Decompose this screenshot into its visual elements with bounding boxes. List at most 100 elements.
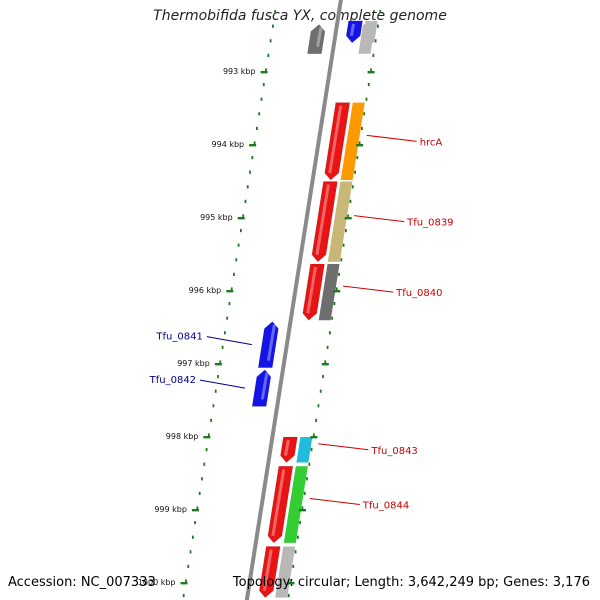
major-tick [333,290,341,293]
scale-label: 998 kbp [166,432,199,441]
gene-highlight [315,184,330,256]
minor-tick [258,112,261,116]
major-tick [298,509,306,512]
minor-tick [223,331,226,335]
minor-tick [239,229,242,233]
minor-tick [328,331,331,335]
minor-tick [351,185,354,189]
scale-label: 996 kbp [189,286,222,295]
minor-tick [338,272,340,276]
gene-annotation-block [327,181,353,262]
gene-highlight [349,23,356,37]
minor-tick [319,389,322,393]
minor-tick [196,506,199,510]
minor-tick [265,68,267,72]
map-title: Thermobifida fusca YX, complete genome [153,8,447,24]
minor-tick [377,24,379,28]
gene-label: Tfu_0842 [149,375,196,386]
label-leader [366,134,417,142]
minor-tick [262,83,265,87]
minor-tick [347,214,350,218]
minor-tick [292,564,295,568]
minor-tick [356,156,359,160]
gene-features [251,20,378,599]
minor-tick [212,404,215,408]
scale-label: 994 kbp [212,140,245,149]
minor-tick [306,477,308,481]
gene-highlight [306,266,317,314]
label-leader [309,498,360,506]
minor-tick [235,258,238,262]
gene-annotation-block [283,466,308,543]
gene-highlight [266,324,276,361]
gene-highlight [284,439,290,456]
gene-label: Tfu_0844 [362,501,409,512]
minor-tick [315,418,318,422]
minor-tick [237,243,240,247]
major-tick [214,363,222,366]
label-leader [318,443,369,451]
gene-label: hrcA [420,137,443,148]
minor-tick [185,579,187,583]
gene-highlight [316,27,323,48]
major-tick [260,71,268,74]
minor-tick [242,214,245,218]
minor-tick [322,375,324,379]
minor-tick [207,433,210,437]
minor-tick [379,10,382,14]
scale-label: 995 kbp [200,213,233,222]
minor-tick [296,535,299,539]
scale-label: 999 kbp [154,505,187,514]
gene-highlight [262,549,273,591]
minor-tick [301,506,304,510]
minor-tick [219,360,222,364]
gene-label: Tfu_0840 [395,288,442,299]
minor-tick [335,287,338,291]
gene-arrow [302,263,325,321]
minor-tick [228,302,231,306]
genome-summary-text: Topology: circular; Length: 3,642,249 bp… [232,575,590,590]
minor-tick [324,360,327,364]
minor-tick [246,185,249,189]
minor-tick [272,24,274,28]
minor-tick [342,243,345,247]
gene-arrow [324,102,351,181]
minor-tick [363,112,366,116]
gene-annotation-block [318,263,340,321]
major-tick [226,290,234,293]
minor-tick [367,83,370,87]
scale-label: 997 kbp [177,359,210,368]
major-tick [180,582,188,585]
minor-tick [230,287,233,291]
scale-label: 993 kbp [223,67,256,76]
minor-tick [333,302,336,306]
label-leader [206,336,252,346]
gene-annotation-block [358,24,376,54]
right-tick-ring [287,10,382,598]
gene-annotation-block [340,102,365,181]
genome-backbone [244,0,343,600]
minor-tick [303,491,306,495]
minor-tick [317,404,320,408]
minor-tick [201,477,203,481]
minor-tick [217,375,219,379]
minor-tick [310,448,313,452]
major-tick [249,144,257,147]
minor-tick [191,535,194,539]
gene-arrow [257,321,279,368]
gene-annotation-block [296,437,313,463]
minor-tick [349,199,352,203]
minor-tick [290,579,292,583]
minor-tick [189,550,192,554]
major-tick [310,436,318,439]
minor-tick [205,448,208,452]
minor-tick [340,258,343,262]
major-tick [191,509,199,512]
minor-tick [370,68,372,72]
minor-tick [244,199,247,203]
gene-arrow [259,546,281,599]
minor-tick [308,462,311,466]
minor-tick [182,594,185,598]
gene-label: Tfu_0841 [155,332,202,343]
accession-text: Accession: NC_007333 [8,575,156,590]
